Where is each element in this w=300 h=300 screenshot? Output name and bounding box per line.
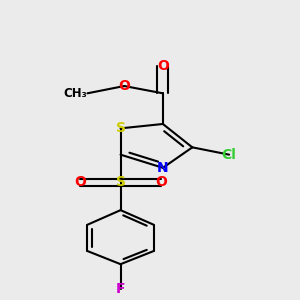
Text: S: S (116, 176, 126, 189)
Text: O: O (155, 176, 167, 189)
Text: O: O (157, 58, 169, 73)
Text: S: S (116, 122, 126, 135)
Text: CH₃: CH₃ (64, 87, 87, 100)
Text: F: F (116, 282, 125, 296)
Text: Cl: Cl (222, 148, 237, 162)
Text: N: N (157, 161, 169, 175)
Text: O: O (74, 176, 86, 189)
Text: O: O (118, 79, 130, 93)
